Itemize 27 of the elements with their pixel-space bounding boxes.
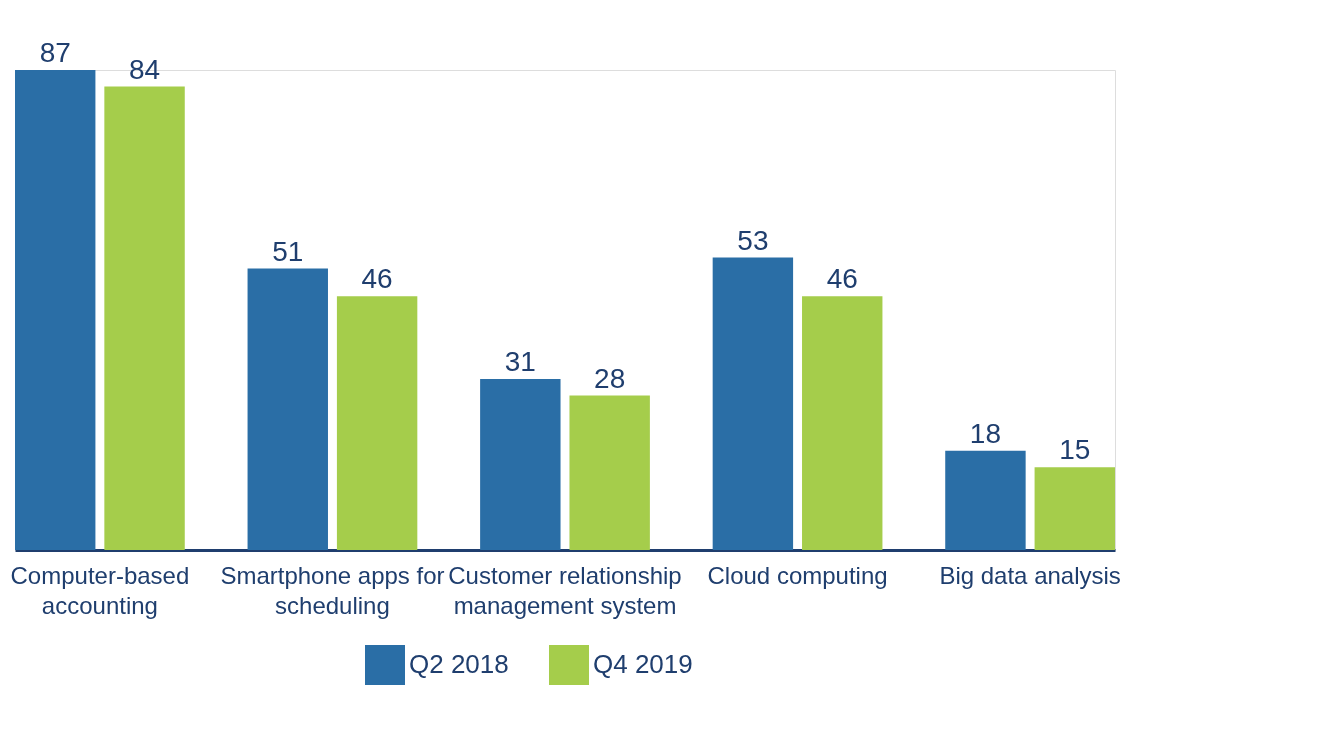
data-label: 53 <box>737 224 769 256</box>
bar <box>104 86 185 550</box>
data-label: 15 <box>1059 434 1091 466</box>
bar <box>712 257 794 550</box>
legend-label: Q2 2018 <box>409 649 509 679</box>
bar <box>15 70 96 550</box>
bar <box>336 296 418 550</box>
data-label: 46 <box>826 263 858 295</box>
data-label: 51 <box>272 235 304 267</box>
data-label: 87 <box>39 37 71 68</box>
x-tick-label: Big data analysis <box>939 561 1121 589</box>
x-tick-label: Smartphone apps for scheduling <box>220 561 445 619</box>
bar <box>802 296 883 550</box>
data-label: 46 <box>361 263 393 295</box>
bar <box>945 450 1026 550</box>
x-tick-label: Cloud computing <box>707 561 888 589</box>
bar <box>247 268 328 550</box>
bar <box>1034 467 1115 550</box>
legend-label: Q4 2019 <box>593 649 693 679</box>
bar <box>480 378 561 550</box>
data-label: 18 <box>969 417 1002 449</box>
data-label: 28 <box>594 362 626 394</box>
data-label: 84 <box>128 53 161 85</box>
bar <box>569 395 650 550</box>
x-tick-label: Computer-based accounting <box>10 561 190 619</box>
x-tick-label: Customer relationship management system <box>448 561 682 619</box>
data-label: 31 <box>504 345 536 377</box>
